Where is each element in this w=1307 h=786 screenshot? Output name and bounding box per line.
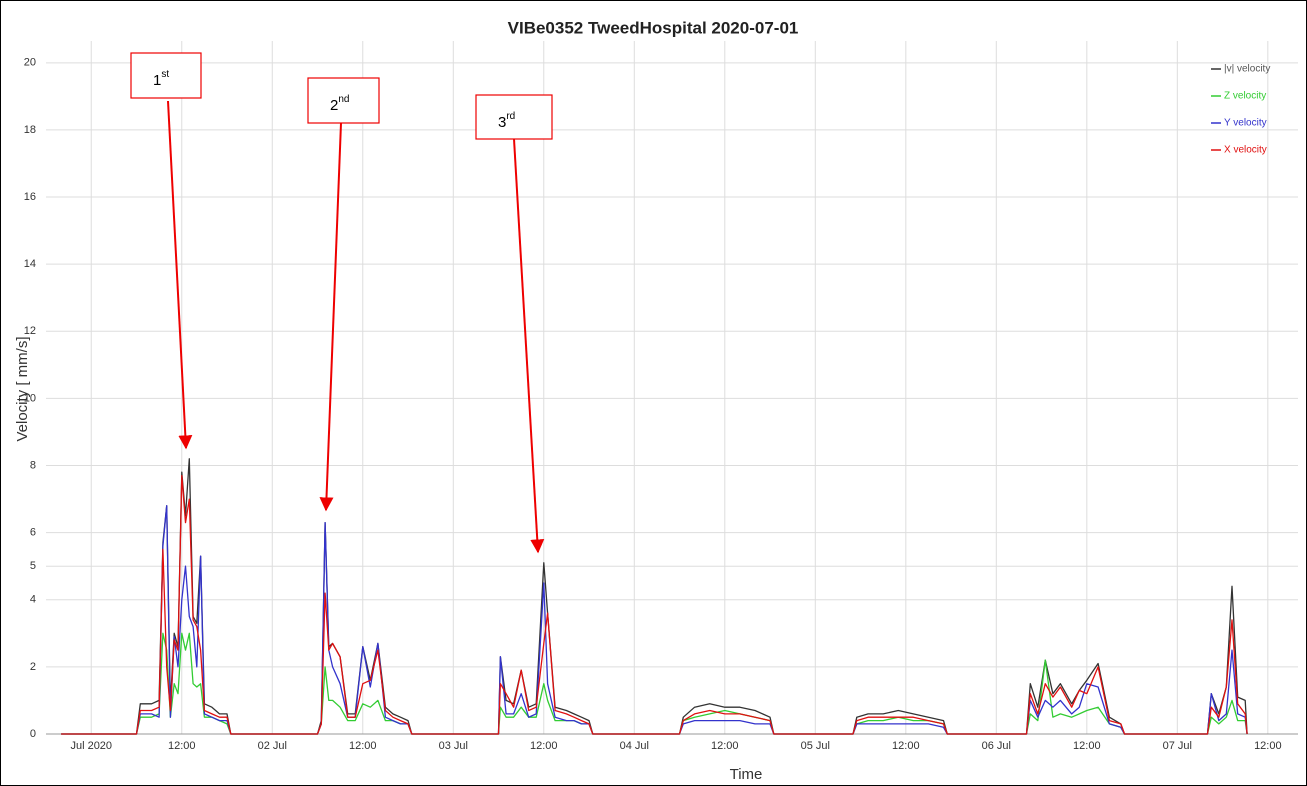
annotation-number: 2 <box>330 97 338 114</box>
annotation-box <box>130 52 202 99</box>
y-tick-label: 5 <box>30 560 36 572</box>
series-line <box>61 474 1248 735</box>
x-tick-label: 07 Jul <box>1163 740 1192 752</box>
x-tick-label: 06 Jul <box>982 740 1011 752</box>
y-tick-label: 16 <box>24 191 36 203</box>
y-tick-label: 20 <box>24 57 36 69</box>
y-tick-label: 6 <box>30 527 36 539</box>
x-tick-label: 12:00 <box>168 740 196 752</box>
annotation-label: 3rd <box>498 111 515 131</box>
legend-label: |v| velocity <box>1224 64 1270 75</box>
x-tick-label: 04 Jul <box>620 740 649 752</box>
y-tick-label: 8 <box>30 459 36 471</box>
annotation-box <box>307 77 380 124</box>
y-tick-label: 4 <box>30 594 36 606</box>
y-axis-label: Velocity [ mm/s] <box>14 336 31 441</box>
annotation-number: 1 <box>153 72 161 89</box>
chart-title: VIBe0352 TweedHospital 2020-07-01 <box>508 18 799 37</box>
x-tick-label: 12:00 <box>1073 740 1101 752</box>
x-tick-label: Jul 2020 <box>70 740 112 752</box>
series-line <box>61 632 1248 735</box>
x-tick-label: 12:00 <box>349 740 377 752</box>
legend-label: Y velocity <box>1224 118 1267 129</box>
y-tick-label: 14 <box>24 258 36 270</box>
annotation-suffix: rd <box>506 111 515 122</box>
annotation-label: 2nd <box>330 94 349 114</box>
y-tick-label: 10 <box>24 392 36 404</box>
y-tick-label: 12 <box>24 325 36 337</box>
x-tick-label: 12:00 <box>530 740 558 752</box>
x-tick-label: 05 Jul <box>801 740 830 752</box>
annotation-number: 3 <box>498 114 506 131</box>
annotation-box <box>475 94 553 140</box>
x-axis-label: Time <box>730 766 763 783</box>
y-tick-label: 0 <box>30 728 36 740</box>
legend-label: X velocity <box>1224 145 1267 156</box>
series-line <box>61 505 1248 735</box>
legend-label: Z velocity <box>1224 91 1266 102</box>
annotation-label: 1st <box>153 69 169 89</box>
x-tick-label: 12:00 <box>892 740 920 752</box>
y-tick-label: 2 <box>30 661 36 673</box>
x-tick-label: 12:00 <box>1254 740 1282 752</box>
x-tick-label: 03 Jul <box>439 740 468 752</box>
y-tick-label: 18 <box>24 124 36 136</box>
annotation-suffix: nd <box>338 94 349 105</box>
annotation-arrow <box>513 138 545 554</box>
series-line <box>61 458 1248 735</box>
annotation-arrow <box>319 122 342 512</box>
x-tick-label: 12:00 <box>711 740 739 752</box>
annotation-arrow <box>167 100 193 450</box>
annotation-suffix: st <box>161 69 169 80</box>
x-tick-label: 02 Jul <box>258 740 287 752</box>
